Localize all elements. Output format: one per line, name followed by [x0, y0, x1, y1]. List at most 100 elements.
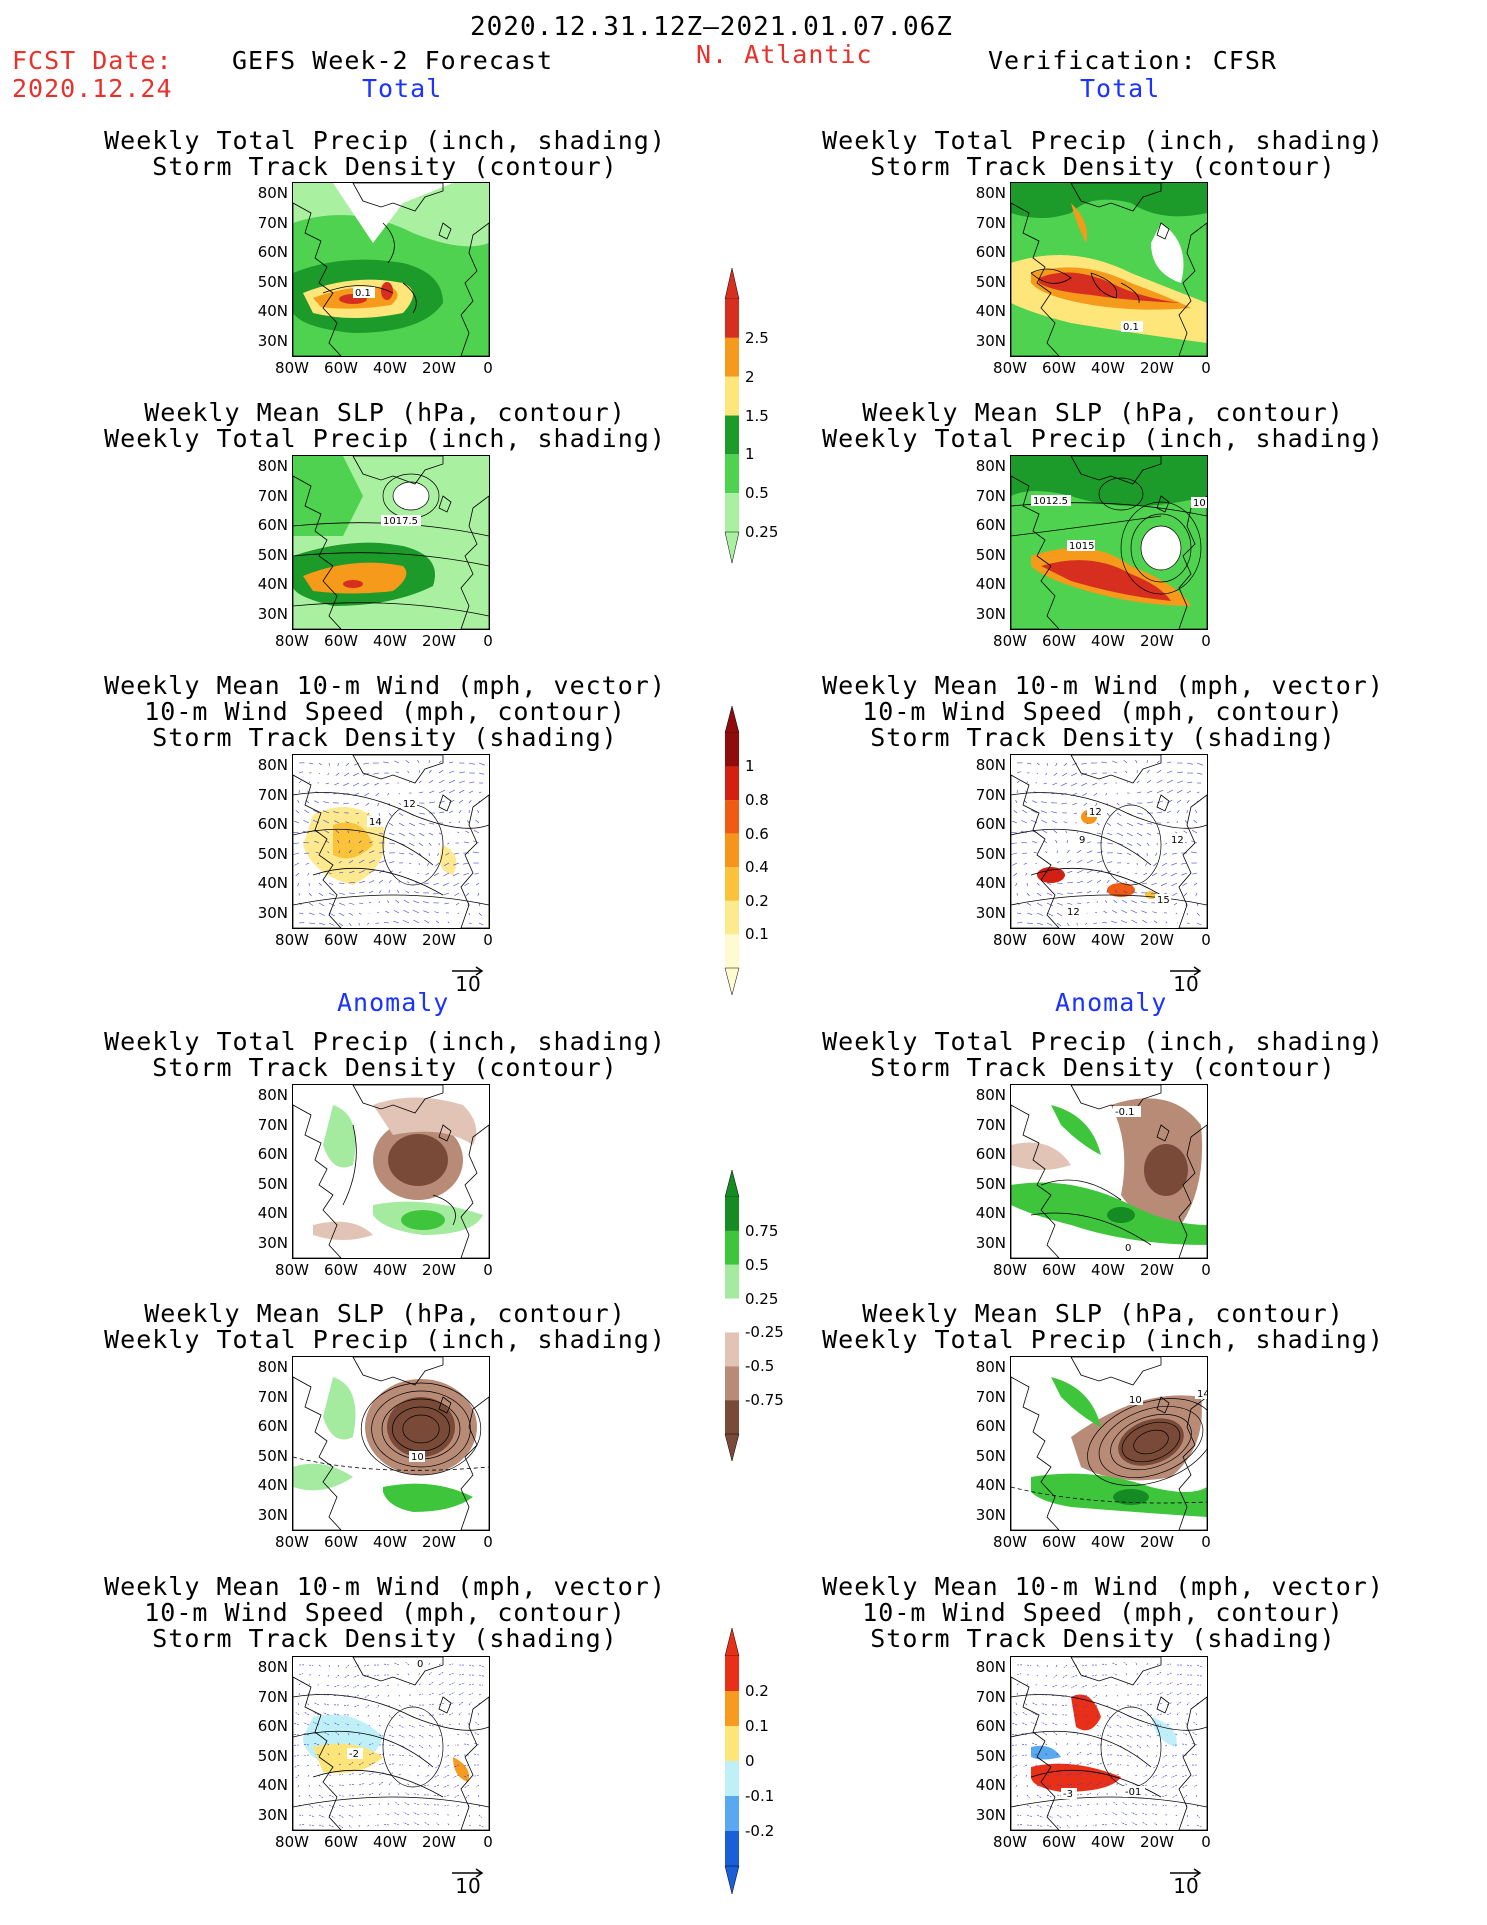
lon-tick-label: 40W: [373, 632, 407, 650]
lon-tick-label: 0: [483, 632, 493, 650]
lat-tick-label: 60N: [257, 815, 288, 833]
colorbar-label: -0.75: [745, 1391, 784, 1410]
vector-ref-label-l3: 10: [455, 972, 481, 996]
lat-tick-label: 40N: [257, 1204, 288, 1222]
lon-tick-label: 60W: [324, 931, 358, 949]
colorbar-swatch: [725, 1761, 739, 1796]
fcst-date-label: FCST Date:: [12, 46, 173, 75]
lon-tick-label: 60W: [324, 359, 358, 377]
lat-tick-label: 30N: [257, 903, 288, 922]
section-total-left: Total: [362, 74, 443, 103]
lon-tick-label: 20W: [422, 632, 456, 650]
colorbar-swatch: [725, 1366, 739, 1401]
lon-tick-label: 40W: [373, 1533, 407, 1551]
lon-tick-label: 40W: [1091, 1261, 1125, 1279]
lon-tick-label: 80W: [993, 359, 1027, 377]
colorbar-swatch: [725, 1230, 739, 1265]
map-panel-r5: 10 14: [1010, 1356, 1208, 1531]
colorbar-swatch: [725, 299, 739, 338]
colorbar-swatch: [725, 800, 739, 834]
colorbar-swatch: [725, 1400, 739, 1434]
lon-tick-label: 40W: [1091, 1533, 1125, 1551]
panel-title-l4: Weekly Total Precip (inch, shading) Storm…: [104, 1027, 666, 1082]
colorbar-swatch: [725, 900, 739, 935]
colorbar-swatch: [725, 454, 739, 494]
lat-tick-label: 40N: [975, 1476, 1006, 1494]
contour-label: 15: [1157, 895, 1170, 906]
region-title: N. Atlantic: [696, 40, 873, 69]
colorbar-swatch: [725, 1264, 739, 1299]
lon-tick-label: 20W: [422, 931, 456, 949]
contour-label: 12: [1171, 835, 1184, 846]
colorbar-label: 0.75: [745, 1221, 779, 1240]
panel-title-r5: Weekly Mean SLP (hPa, contour) Weekly Tot…: [822, 1299, 1384, 1354]
lon-tick-label: 80W: [993, 1833, 1027, 1851]
lat-tick-label: 40N: [975, 575, 1006, 593]
map-panel-r1: 0.1: [1010, 182, 1208, 357]
lon-tick-label: 60W: [324, 1533, 358, 1551]
lon-tick-label: 80W: [275, 359, 309, 377]
colorbar-swatch: [725, 1831, 739, 1866]
colorbar-label: 0.4: [745, 858, 769, 877]
contour-label: -01: [1125, 1787, 1141, 1798]
lon-tick-label: 80W: [275, 632, 309, 650]
map-panel-r6: -3 -01: [1010, 1656, 1208, 1831]
lat-tick-label: 70N: [975, 213, 1006, 232]
lon-tick-label: 60W: [1042, 359, 1076, 377]
lon-tick-label: 0: [1201, 359, 1211, 377]
lat-tick-label: 80N: [257, 1086, 288, 1104]
colorbar-swatch: [725, 867, 739, 901]
lon-tick-label: 0: [1201, 931, 1211, 949]
lat-tick-label: 40N: [975, 874, 1006, 892]
lat-tick-label: 30N: [257, 1805, 288, 1824]
lat-tick-label: 40N: [257, 1776, 288, 1794]
lon-tick-label: 80W: [275, 1833, 309, 1851]
map-panel-l1: 0.1: [292, 182, 490, 357]
lat-tick-label: 50N: [257, 1174, 288, 1193]
colorbar-swatch: [725, 493, 739, 532]
colorbar-swatch: [725, 1197, 739, 1231]
colorbar-label: 2: [745, 367, 755, 386]
colorbar-label: 0.1: [745, 925, 769, 944]
lat-tick-label: 80N: [257, 1658, 288, 1676]
lat-tick-label: 60N: [257, 1417, 288, 1435]
verification-title: Verification: CFSR: [988, 46, 1277, 75]
lat-tick-label: 30N: [975, 1805, 1006, 1824]
colorbar-swatch: [725, 732, 739, 767]
colorbar-swatch: [725, 415, 739, 455]
panel-title-r1: Weekly Total Precip (inch, shading) Storm…: [822, 126, 1384, 181]
colorbar-label: -0.25: [745, 1323, 784, 1342]
contour-label: -3: [1063, 1789, 1073, 1800]
lat-tick-label: 80N: [975, 1358, 1006, 1376]
colorbar-label: -0.5: [745, 1357, 775, 1376]
lat-tick-label: 80N: [257, 457, 288, 475]
colorbar-swatch: [725, 1726, 739, 1761]
panel-title-l5: Weekly Mean SLP (hPa, contour) Weekly Tot…: [104, 1299, 666, 1354]
lat-tick-label: 70N: [975, 1115, 1006, 1134]
lon-tick-label: 0: [483, 931, 493, 949]
lon-tick-label: 80W: [993, 1533, 1027, 1551]
contour-label: 0.1: [355, 288, 371, 299]
contour-label: 12: [1089, 807, 1102, 818]
lat-tick-label: 60N: [975, 815, 1006, 833]
lon-tick-label: 20W: [422, 359, 456, 377]
lat-tick-label: 70N: [257, 785, 288, 804]
contour-label: 9: [1079, 835, 1085, 846]
lat-tick-label: 60N: [257, 1717, 288, 1735]
panel-title-r2: Weekly Mean SLP (hPa, contour) Weekly Tot…: [822, 398, 1384, 453]
vector-ref-label-l6: 10: [455, 1874, 481, 1898]
vector-ref-label-r6: 10: [1173, 1874, 1199, 1898]
lon-tick-label: 40W: [1091, 1833, 1125, 1851]
colorbar-label: 0.8: [745, 791, 769, 810]
colorbar-label: 0: [745, 1752, 755, 1770]
colorbar-label: 0.2: [745, 891, 769, 910]
colorbar-swatch: [725, 1796, 739, 1831]
map-panel-l4: [292, 1084, 490, 1259]
lon-tick-label: 40W: [1091, 931, 1125, 949]
lon-tick-label: 40W: [1091, 632, 1125, 650]
colorbar-label: 0.5: [745, 1255, 769, 1274]
lat-tick-label: 80N: [975, 1086, 1006, 1104]
colorbar-label: -0.2: [745, 1822, 775, 1840]
contour-label: 12: [403, 799, 416, 810]
lon-tick-label: 40W: [373, 359, 407, 377]
